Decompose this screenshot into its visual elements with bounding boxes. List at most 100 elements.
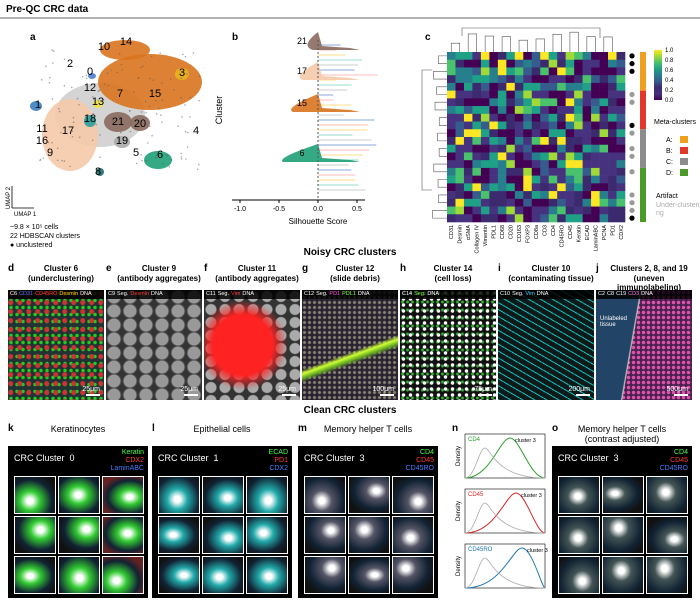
umap-point xyxy=(182,53,184,56)
dendrogram xyxy=(421,55,447,219)
heatmap-cell xyxy=(608,175,617,184)
panel-subtitle: (antibody aggregates) xyxy=(117,274,201,283)
heatmap-cell xyxy=(506,59,516,68)
umap-point xyxy=(51,141,53,144)
umap-cluster xyxy=(175,68,189,80)
heatmap-cell xyxy=(531,198,541,207)
dendrogram xyxy=(450,27,613,52)
heatmap-cell xyxy=(599,75,609,84)
ridge-label: 15 xyxy=(297,98,307,108)
umap-point xyxy=(196,168,199,171)
umap-point xyxy=(184,130,187,133)
heatmap-cell xyxy=(608,75,617,84)
heatmap-cell xyxy=(497,191,507,200)
heatmap-cell xyxy=(472,152,482,161)
heatmap-cell xyxy=(514,67,524,76)
channel-name: CD4 xyxy=(673,449,688,456)
heatmap-cell xyxy=(591,152,600,161)
heatmap-cell xyxy=(447,75,456,84)
heatmap-cell xyxy=(447,183,456,192)
heatmap-cell xyxy=(472,183,482,192)
umap-point xyxy=(81,75,84,78)
umap-cluster xyxy=(30,101,42,111)
heatmap-cell xyxy=(608,137,617,146)
cell-tile xyxy=(158,556,200,594)
umap-point xyxy=(60,131,62,134)
heatmap-cell xyxy=(599,121,609,130)
cell-tile xyxy=(646,476,688,514)
heatmap-cell xyxy=(455,67,465,76)
umap-point xyxy=(198,75,201,78)
heatmap-cell xyxy=(540,175,550,184)
channel-name: C2 xyxy=(598,291,606,297)
heatmap-cell xyxy=(489,214,499,223)
heatmap-cell xyxy=(574,129,583,138)
cluster-label: 4 xyxy=(193,125,199,137)
heatmap-cell xyxy=(582,129,592,138)
heatmap-cell xyxy=(616,59,626,68)
heatmap-cell xyxy=(472,160,482,169)
heatmap-cell xyxy=(616,98,626,107)
heatmap-cell xyxy=(565,121,575,130)
heatmap-cell xyxy=(506,198,516,207)
heatmap-cell xyxy=(480,52,490,61)
heatmap-cell xyxy=(463,75,473,84)
heatmap-cell xyxy=(514,98,524,107)
heatmap-cell xyxy=(472,129,482,138)
heatmap-cell xyxy=(557,121,566,130)
heatmap-cell xyxy=(548,106,558,115)
heatmap-cell xyxy=(455,106,465,115)
cluster-label: 15 xyxy=(149,88,161,100)
artifact-dot xyxy=(629,68,635,74)
heatmap-cell xyxy=(557,82,566,91)
umap-point xyxy=(160,92,162,95)
umap-cluster xyxy=(96,168,104,176)
heatmap-cell xyxy=(472,113,482,122)
heatmap-cell xyxy=(463,198,473,207)
cell-tile xyxy=(304,476,346,514)
heatmap-cell xyxy=(489,191,499,200)
channel-name: CD45 xyxy=(416,457,434,464)
panel-subtitle: (contaminating tissue) xyxy=(508,274,594,283)
umap-point xyxy=(52,62,54,64)
heatmap-cell xyxy=(472,121,482,130)
heatmap-cell xyxy=(455,90,465,99)
umap-point xyxy=(39,158,42,161)
scale-label: 500μm xyxy=(666,386,688,393)
heatmap-cell xyxy=(608,59,617,68)
heatmap-cell xyxy=(506,167,516,176)
heatmap-cell xyxy=(463,121,473,130)
cluster-label: 12 xyxy=(84,82,96,94)
heatmap-cell xyxy=(599,137,609,146)
heatmap-cell xyxy=(489,59,499,68)
heatmap-cell xyxy=(463,160,473,169)
cluster-label: 21 xyxy=(112,116,124,128)
heatmap-cell xyxy=(455,98,465,107)
channel-legend: C2 C8 C19 CD3 DNA xyxy=(596,290,692,299)
umap-point xyxy=(70,86,73,89)
colorbar-tick: 0.0 xyxy=(665,98,674,104)
heatmap-cell xyxy=(548,191,558,200)
heatmap-cell xyxy=(514,167,524,176)
panel-letter: k xyxy=(8,423,14,434)
heatmap-cell xyxy=(447,137,456,146)
channel-name: DNA xyxy=(80,291,92,297)
heatmap-cell xyxy=(497,160,507,169)
cell-tile xyxy=(602,556,644,594)
heatmap-cell xyxy=(582,183,592,192)
heatmap-cell xyxy=(514,52,524,61)
heatmap-cell xyxy=(463,206,473,215)
scale-label: 25μm xyxy=(180,386,198,393)
heatmap-cell xyxy=(472,106,482,115)
heatmap-cell xyxy=(506,137,516,146)
umap-point xyxy=(71,135,74,138)
heatmap-cell xyxy=(557,67,566,76)
heatmap-cell xyxy=(480,198,490,207)
umap-point xyxy=(160,114,162,116)
channel-name: Keratin xyxy=(121,449,144,456)
heatmap-cell xyxy=(582,191,592,200)
meta-bar xyxy=(640,52,646,91)
heatmap-cell xyxy=(616,129,626,138)
heatmap-cell xyxy=(523,206,533,215)
cluster-label: 20 xyxy=(134,118,146,130)
